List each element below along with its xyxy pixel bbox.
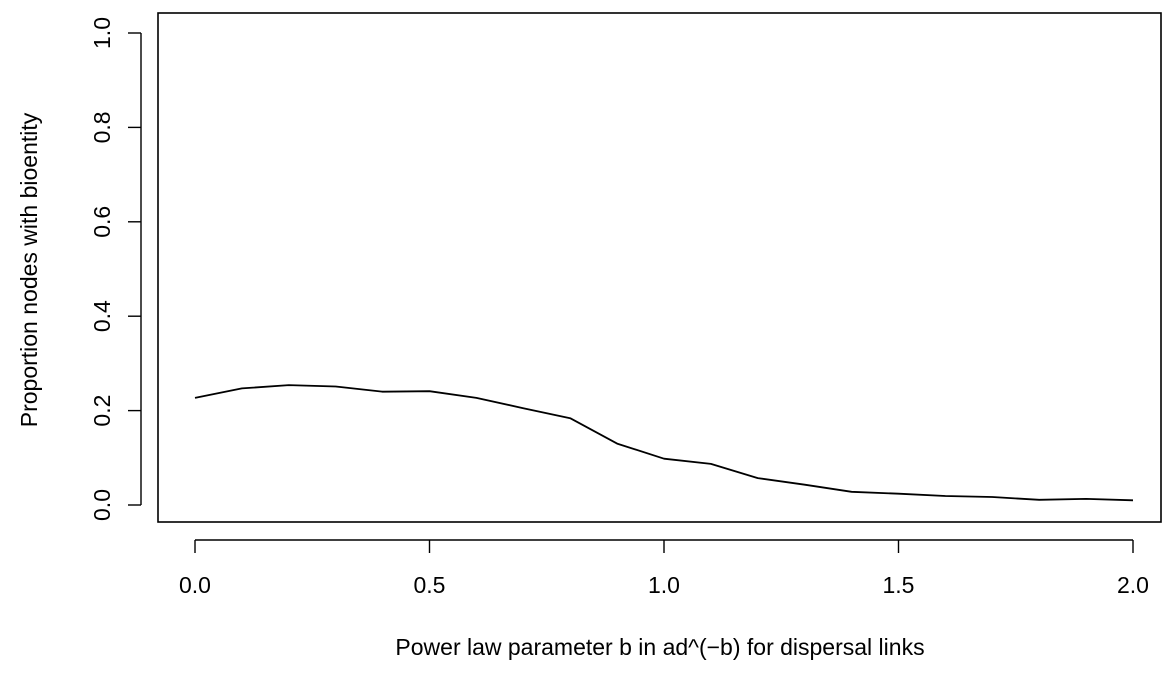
y-tick-label: 0.6 xyxy=(89,206,115,238)
x-tick-label: 1.0 xyxy=(648,572,680,598)
y-tick-label: 0.0 xyxy=(89,489,115,521)
x-tick-label: 1.5 xyxy=(883,572,915,598)
series-line xyxy=(194,384,1134,502)
y-tick-label: 0.2 xyxy=(89,395,115,427)
plot-frame xyxy=(157,12,1162,523)
y-axis-label: Proportion nodes with bioentity xyxy=(16,112,42,427)
x-axis-label: Power law parameter b in ad^(−b) for dis… xyxy=(395,634,924,660)
x-axis: 0.0 0.5 1.0 1.5 2.0 xyxy=(179,539,1149,598)
y-tick-label: 0.8 xyxy=(89,111,115,143)
series-layer xyxy=(194,384,1134,502)
x-tick-label: 2.0 xyxy=(1117,572,1149,598)
x-tick-label: 0.5 xyxy=(414,572,446,598)
x-tick-label: 0.0 xyxy=(179,572,211,598)
y-axis: 0.0 0.2 0.4 0.6 0.8 1.0 xyxy=(89,17,142,521)
y-tick-label: 0.4 xyxy=(89,300,115,332)
y-tick-label: 1.0 xyxy=(89,17,115,49)
